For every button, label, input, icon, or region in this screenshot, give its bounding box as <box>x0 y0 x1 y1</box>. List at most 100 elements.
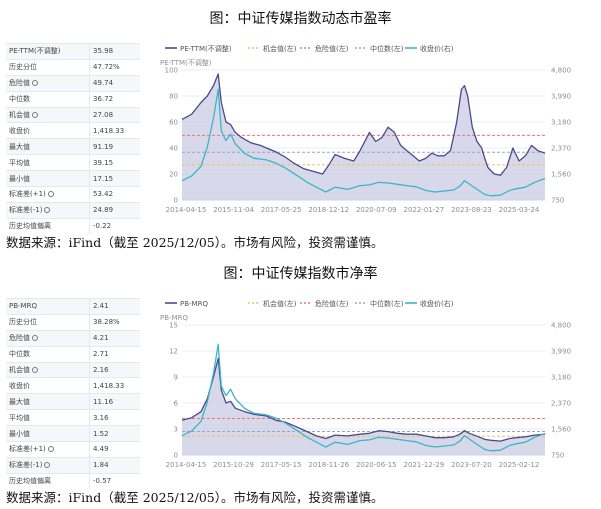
x-tick-label: 2014-04-15 <box>166 206 207 214</box>
stat-value: 24.89 <box>89 201 140 219</box>
y-tick-label: 15 <box>169 322 178 330</box>
stat-label: 平均值 <box>9 158 30 167</box>
stat-value: 2.71 <box>89 345 140 363</box>
pe-chart: PE-TTM(不调整) 机会值(左) 危险值(左) 中位数(左) 收盘价(右)PE-TT… <box>160 44 571 214</box>
legend-label: PB-MRQ <box>180 300 208 308</box>
stat-value: 38.28% <box>89 313 140 331</box>
stat-value: 36.72 <box>89 90 140 108</box>
value-area <box>182 358 545 455</box>
y-tick-label: 80 <box>169 93 178 101</box>
x-tick-label: 2018-12-12 <box>308 206 349 214</box>
legend: PB-MRQ 机会值(左) 危险值(左) 中位数(左) 收盘价(右) <box>165 299 454 308</box>
legend-label: PE-TTM(不调整) <box>180 44 232 53</box>
x-tick-label: 2017-05-15 <box>261 461 302 469</box>
legend-label: 收盘价(右) <box>420 299 454 308</box>
stat-row: 危险值 49.74 <box>6 74 140 92</box>
stat-row: 中位数 2.71 <box>6 345 140 363</box>
stat-value: 1.84 <box>89 456 140 474</box>
stat-row: 标准差(+1) 53.42 <box>6 186 140 203</box>
stat-value: 17.15 <box>89 170 140 187</box>
stat-row: 历史分位 38.28% <box>6 313 140 331</box>
stat-value: 39.15 <box>89 154 140 171</box>
stat-label: 危险值 <box>9 334 30 343</box>
x-tick-label: 2018-11-26 <box>308 461 349 469</box>
stat-label: 历史均值偏离 <box>9 477 51 486</box>
y2-tick-label: 3,180 <box>551 374 571 382</box>
stat-value: 2.41 <box>89 298 140 315</box>
stat-row: 平均值 3.16 <box>6 409 140 426</box>
y2-tick-label: 3,990 <box>551 348 571 356</box>
data-source-note: 数据来源：iFind（截至 2025/12/05）。市场有风险，投资需谨慎。 <box>6 235 384 250</box>
x-tick-label: 2020-06-15 <box>356 461 397 469</box>
y-tick-label: 40 <box>169 145 178 153</box>
gear-icon[interactable] <box>44 207 51 214</box>
x-tick-label: 2022-01-27 <box>404 206 445 214</box>
pe-panel: 图：中证传媒指数动态市盈率 PE-TTM(不调整) 35.98 历史分位 47.72%… <box>6 11 571 250</box>
y2-tick-label: 3,990 <box>551 93 571 101</box>
gear-icon[interactable] <box>32 112 38 118</box>
y-tick-label: 9 <box>174 374 178 382</box>
x-tick-label: 2025-03-24 <box>499 206 540 214</box>
stat-value: -0.22 <box>89 217 140 235</box>
stat-row: 平均值 39.15 <box>6 154 140 171</box>
stat-label: 中位数 <box>9 350 30 359</box>
y2-tick-label: 750 <box>551 452 564 460</box>
stat-value: 4.49 <box>89 441 140 458</box>
value-series-line <box>181 73 546 176</box>
stat-value: 1,418.33 <box>89 377 140 394</box>
stat-row: 最小值 1.52 <box>6 425 140 442</box>
stat-label: 最小值 <box>9 174 30 183</box>
y-tick-label: 0 <box>174 452 178 460</box>
x-tick-label: 2020-07-09 <box>356 206 397 214</box>
y2-tick-label: 1,560 <box>551 171 571 179</box>
stat-label: 最大值 <box>9 142 30 151</box>
stat-value: 1,418.33 <box>89 122 140 139</box>
legend-label: 中位数(左) <box>370 299 404 308</box>
stat-label: PE-TTM(不调整) <box>9 47 61 56</box>
stat-row: 历史均值偏离 -0.57 <box>6 472 140 490</box>
stat-label: 机会值 <box>9 111 30 119</box>
stat-row: 最小值 17.15 <box>6 170 140 187</box>
gear-icon[interactable] <box>47 446 54 453</box>
stat-label: 最大值 <box>9 397 30 406</box>
legend-label: 中位数(左) <box>370 44 404 53</box>
value-series-line <box>181 357 546 442</box>
gear-icon[interactable] <box>44 462 51 469</box>
stat-value: 53.42 <box>89 186 140 203</box>
stat-value: 91.19 <box>89 138 140 155</box>
stat-row: 历史分位 47.72% <box>6 58 140 76</box>
data-source-note: 数据来源：iFind（截至 2025/12/05）。市场有风险，投资需谨慎。 <box>6 490 384 505</box>
stat-row: 中位数 36.72 <box>6 90 140 108</box>
stats-table: PB-MRQ 2.41 历史分位 38.28% 危险值 4.21 中位数 2.71 机会值 2.1… <box>6 298 140 490</box>
stat-label: 历史均值偏离 <box>9 222 51 231</box>
y-tick-label: 6 <box>174 400 179 408</box>
y2-tick-label: 2,370 <box>551 400 571 408</box>
y-tick-label: 20 <box>169 171 178 179</box>
stat-row: 机会值 2.16 <box>6 361 140 378</box>
stat-label: 中位数 <box>9 95 30 104</box>
stat-value: 35.98 <box>89 43 140 60</box>
y-tick-label: 100 <box>165 67 178 75</box>
value-area <box>182 73 545 200</box>
pb-panel: 图：中证传媒指数市净率 PB-MRQ 2.41 历史分位 38.28% 危险值 4.21 中… <box>0 255 601 509</box>
stat-label: 收盘价 <box>9 381 30 390</box>
stat-row: 标准差(+1) 4.49 <box>6 441 140 458</box>
legend-label: 收盘价(右) <box>420 44 454 53</box>
gear-icon[interactable] <box>32 335 38 342</box>
stat-label: 收盘价 <box>9 126 30 135</box>
y2-tick-label: 2,370 <box>551 145 571 153</box>
stat-label: 标准差(+1) <box>9 445 46 454</box>
gear-icon[interactable] <box>32 367 38 373</box>
x-tick-label: 2017-05-25 <box>261 206 302 214</box>
stat-value: 4.21 <box>89 329 140 347</box>
y2-tick-label: 4,800 <box>551 67 571 75</box>
y2-tick-label: 3,180 <box>551 119 571 127</box>
stat-label: 机会值 <box>9 366 30 374</box>
gear-icon[interactable] <box>47 191 54 198</box>
chart-title: 图：中证传媒指数动态市盈率 <box>209 11 392 27</box>
gear-icon[interactable] <box>32 80 38 87</box>
stat-label: 最小值 <box>9 429 30 438</box>
stat-label: 历史分位 <box>9 63 37 72</box>
pb-chart: PB-MRQ 机会值(左) 危险值(左) 中位数(左) 收盘价(右) PB-MRQ 0 3 6 9… <box>160 299 571 469</box>
stat-value: 47.72% <box>89 58 140 76</box>
